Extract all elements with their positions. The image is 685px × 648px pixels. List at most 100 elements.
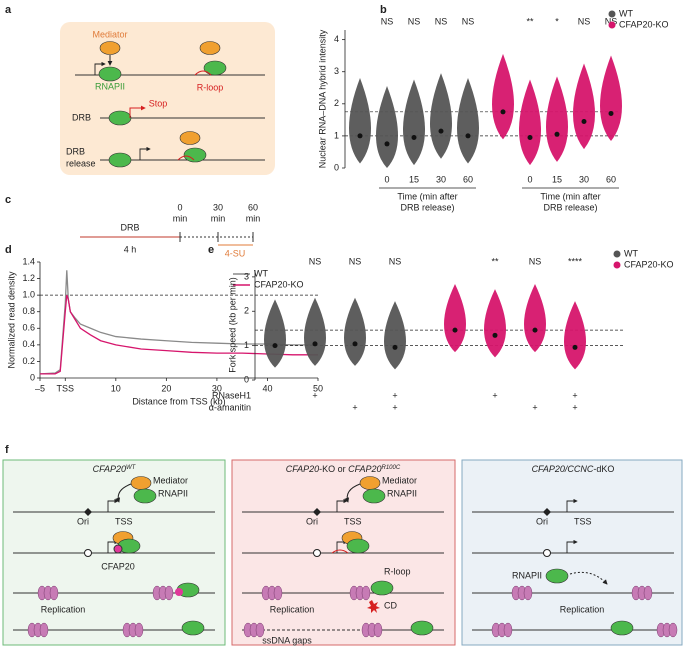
ori xyxy=(543,508,551,516)
panel-label: d xyxy=(5,244,12,256)
title-part: R100C xyxy=(382,465,401,471)
panel-a-box xyxy=(60,22,275,175)
label: Stop xyxy=(149,98,168,108)
violin xyxy=(349,77,371,164)
label: Replication xyxy=(560,604,605,614)
label: 4 h xyxy=(124,244,137,254)
significance: NS xyxy=(435,16,448,26)
mediator xyxy=(99,41,121,55)
median-point xyxy=(384,141,390,147)
significance: NS xyxy=(381,16,394,26)
label: min xyxy=(173,213,188,223)
rnapii xyxy=(133,488,157,504)
rnapii xyxy=(370,580,394,596)
label: Mediator xyxy=(92,29,127,39)
median-point xyxy=(465,133,471,139)
median-point xyxy=(312,341,318,347)
median-point xyxy=(392,344,398,350)
replisome xyxy=(668,622,678,638)
condition-mark: + xyxy=(492,390,497,400)
replisome xyxy=(503,622,513,638)
label: 30 xyxy=(213,202,223,212)
x-tick-label: –5 xyxy=(35,383,45,393)
panel-label: a xyxy=(5,4,12,16)
y-tick-label: 0.2 xyxy=(22,356,35,366)
replisome xyxy=(373,622,383,638)
median-point xyxy=(411,135,417,141)
label: Mediator xyxy=(153,475,188,485)
y-tick-label: 3 xyxy=(334,66,339,76)
mediator xyxy=(199,41,221,55)
y-tick-label: 0 xyxy=(244,374,249,384)
legend-label: WT xyxy=(624,248,638,258)
significance: * xyxy=(555,16,559,26)
x-tick-label: 15 xyxy=(552,174,562,184)
tss-arrow xyxy=(566,539,578,553)
median-point xyxy=(608,110,614,116)
significance: NS xyxy=(309,256,322,266)
violin xyxy=(564,301,586,370)
panel-label: c xyxy=(5,194,11,206)
panel-title: CFAP20WT xyxy=(93,464,137,474)
significance: NS xyxy=(389,256,402,266)
title-part: CFAP20/CCNC xyxy=(532,464,594,474)
ori xyxy=(313,508,321,516)
replisome xyxy=(134,622,144,638)
rloop xyxy=(331,549,349,554)
label: 60 xyxy=(248,202,258,212)
significance: NS xyxy=(408,16,421,26)
arrow xyxy=(569,571,608,585)
tss-arrow xyxy=(139,146,151,160)
significance: NS xyxy=(578,16,591,26)
stop-arrow xyxy=(129,105,146,118)
ori-open xyxy=(313,549,321,557)
violin xyxy=(403,79,425,166)
label: DRB xyxy=(66,146,85,156)
significance: NS xyxy=(349,256,362,266)
y-tick-label: 1.0 xyxy=(22,290,35,300)
rnapii xyxy=(108,152,132,168)
legend-swatch xyxy=(608,10,616,18)
panel-f-box-3 xyxy=(461,459,683,646)
panel-label: b xyxy=(380,4,387,16)
violin xyxy=(376,85,398,168)
y-tick-label: 1 xyxy=(244,340,249,350)
x-tick-label: 60 xyxy=(463,174,473,184)
significance: ** xyxy=(526,16,534,26)
tss-arrow xyxy=(566,498,578,512)
label: Mediator xyxy=(382,475,417,485)
violin xyxy=(573,63,595,150)
title-part: -KO or xyxy=(319,464,348,474)
label: Replication xyxy=(270,604,315,614)
condition-label: α-amanitin xyxy=(209,402,251,412)
significance: ** xyxy=(491,256,499,266)
replisome xyxy=(523,585,533,601)
x-axis-label: DRB release) xyxy=(543,202,597,212)
rnapii xyxy=(98,66,122,82)
label: Ori xyxy=(306,516,318,526)
label: DRB xyxy=(72,112,91,122)
median-point xyxy=(352,341,358,347)
significance: **** xyxy=(568,256,583,266)
legend-label: CFAP20-KO xyxy=(254,279,304,289)
violin xyxy=(457,77,479,164)
violin xyxy=(484,289,506,358)
label: min xyxy=(246,213,261,223)
x-tick-label: 20 xyxy=(161,383,171,393)
line-series xyxy=(40,294,318,375)
median-point xyxy=(500,109,506,115)
median-point xyxy=(532,327,538,333)
violin xyxy=(519,79,541,166)
rnapii xyxy=(108,110,132,126)
label: RNAPII xyxy=(158,488,188,498)
violin xyxy=(344,297,366,366)
rnapii xyxy=(545,568,569,584)
label: ssDNA gaps xyxy=(262,635,312,645)
median-point xyxy=(527,135,533,141)
violin xyxy=(492,53,514,140)
label: RNAPII xyxy=(95,81,125,91)
violin xyxy=(264,299,286,368)
label: 4-SU xyxy=(225,248,246,258)
replisome xyxy=(39,622,49,638)
label: Ori xyxy=(77,516,89,526)
